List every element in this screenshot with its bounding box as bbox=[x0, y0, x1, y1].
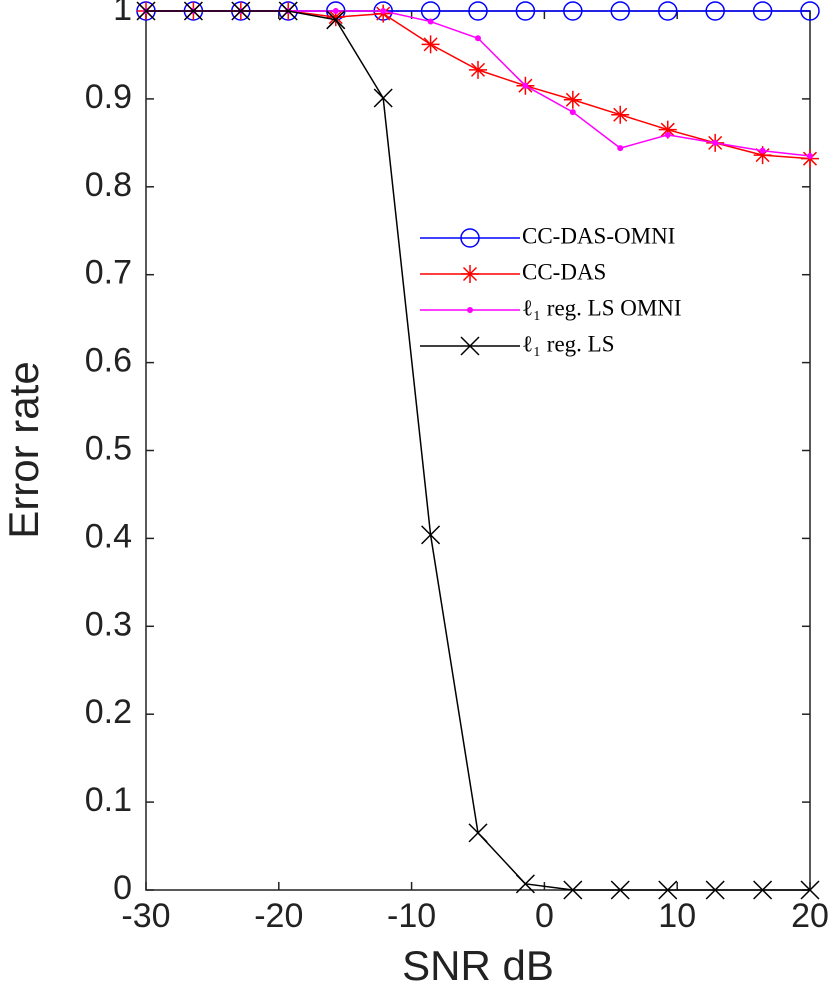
y-tick-label: 0.8 bbox=[85, 166, 132, 204]
marker bbox=[373, 88, 393, 108]
y-tick-label: 0.5 bbox=[85, 429, 132, 467]
y-tick-label: 0.6 bbox=[85, 342, 132, 380]
marker bbox=[569, 109, 576, 116]
marker bbox=[136, 1, 156, 21]
y-tick-label: 0.7 bbox=[85, 254, 132, 292]
legend-label: ℓ₁ reg. LS bbox=[522, 331, 615, 356]
legend-marker bbox=[460, 336, 480, 356]
marker bbox=[563, 1, 583, 21]
legend-marker bbox=[461, 265, 479, 283]
x-tick-label: -20 bbox=[254, 897, 303, 935]
legend-label: CC-DAS-OMNI bbox=[522, 223, 675, 248]
marker bbox=[800, 880, 820, 900]
y-axis-label: Error rate bbox=[0, 361, 47, 538]
marker bbox=[610, 880, 630, 900]
x-tick-label: 10 bbox=[658, 897, 696, 935]
marker bbox=[752, 1, 773, 21]
marker bbox=[468, 1, 488, 21]
marker bbox=[326, 8, 345, 27]
x-tick-label: 0 bbox=[535, 897, 554, 935]
y-tick-label: 0 bbox=[113, 869, 132, 907]
marker bbox=[617, 145, 624, 152]
y-tick-label: 0.2 bbox=[85, 693, 132, 731]
marker bbox=[664, 131, 671, 138]
marker bbox=[332, 8, 339, 14]
marker bbox=[421, 35, 440, 54]
y-tick-label: 0.3 bbox=[85, 605, 132, 643]
marker bbox=[475, 35, 481, 42]
marker bbox=[563, 880, 583, 900]
marker bbox=[427, 18, 434, 25]
legend-marker bbox=[467, 307, 473, 313]
marker bbox=[753, 146, 772, 165]
legend-label: CC-DAS bbox=[522, 259, 606, 284]
marker bbox=[658, 120, 677, 139]
marker bbox=[807, 153, 813, 160]
marker bbox=[515, 874, 535, 894]
marker bbox=[522, 82, 529, 89]
marker bbox=[515, 1, 536, 21]
plot-area bbox=[145, 10, 811, 891]
marker bbox=[468, 823, 488, 843]
marker bbox=[469, 60, 487, 79]
marker bbox=[712, 139, 719, 146]
marker bbox=[753, 880, 773, 900]
y-tick-label: 0.4 bbox=[85, 517, 132, 555]
marker bbox=[278, 1, 298, 21]
marker bbox=[658, 1, 678, 21]
legend-marker bbox=[460, 228, 480, 248]
marker bbox=[759, 147, 766, 154]
x-axis-label: SNR dB bbox=[402, 942, 554, 985]
marker bbox=[611, 105, 630, 124]
marker bbox=[610, 1, 630, 21]
marker bbox=[183, 1, 203, 21]
marker bbox=[380, 8, 387, 14]
x-tick-label: 20 bbox=[791, 897, 829, 935]
marker bbox=[421, 525, 441, 545]
marker bbox=[705, 1, 725, 21]
marker bbox=[231, 1, 251, 21]
legend-label: ℓ₁ reg. LS OMNI bbox=[522, 295, 682, 320]
x-tick-label: -30 bbox=[121, 897, 170, 935]
y-tick-label: 1 bbox=[113, 0, 132, 28]
marker bbox=[800, 1, 820, 21]
y-tick-label: 0.1 bbox=[85, 781, 132, 819]
marker bbox=[563, 90, 582, 109]
marker bbox=[326, 10, 346, 30]
marker bbox=[705, 880, 725, 900]
x-tick-label: -10 bbox=[387, 897, 436, 935]
y-tick-label: 0.9 bbox=[85, 78, 132, 116]
marker bbox=[658, 880, 678, 900]
